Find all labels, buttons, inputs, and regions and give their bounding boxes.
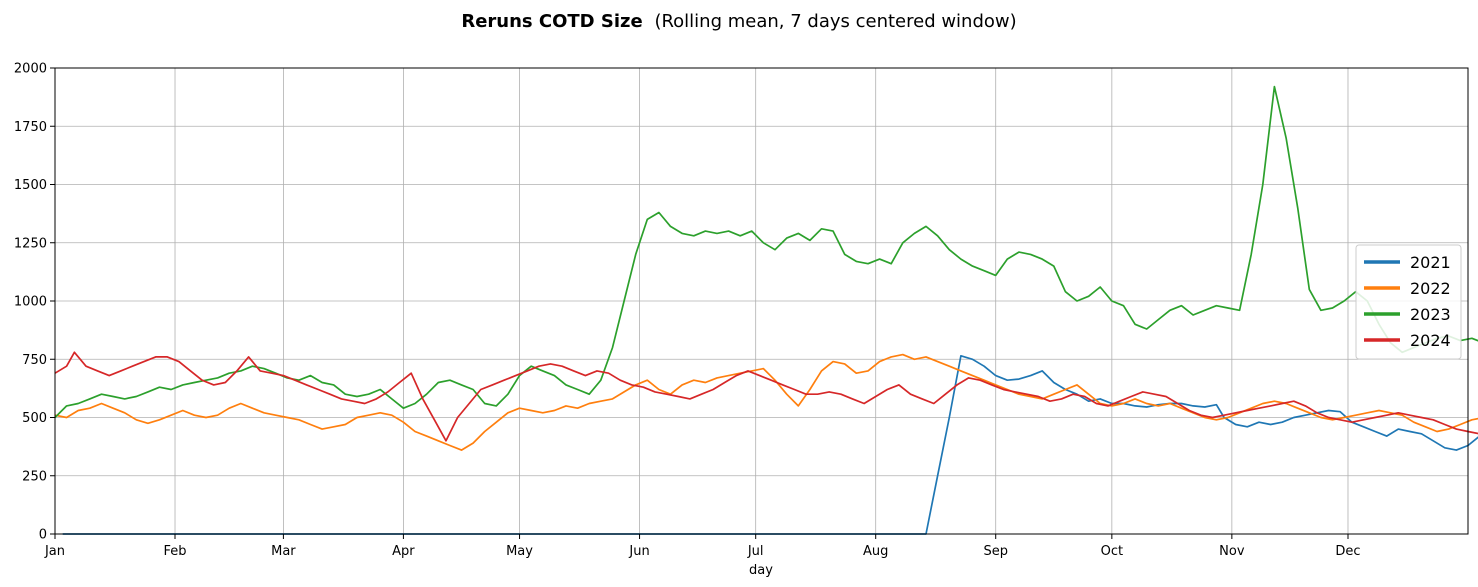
gridlines — [54, 67, 1468, 535]
x-axis-label: day — [749, 563, 773, 578]
chart-title-main: Reruns COTD Size — [461, 11, 642, 32]
x-tick-label: Jun — [628, 544, 649, 559]
legend-box — [1355, 244, 1462, 360]
x-axis-ticks: Jan Feb Mar Apr May Jun Jul Aug Sep Oct Nov Dec — [44, 534, 1361, 559]
x-tick-label: Nov — [1219, 544, 1245, 559]
x-tick-label: May — [506, 544, 533, 559]
chart-title: Reruns COTD Size (Rolling mean, 7 days c… — [461, 11, 1016, 32]
series-line-2024 — [54, 351, 1478, 442]
y-tick-label: 750 — [22, 353, 47, 368]
legend: 2021 2022 2023 2024 — [1355, 244, 1462, 360]
y-tick-label: 1000 — [14, 295, 47, 310]
y-tick-label: 2000 — [14, 62, 47, 77]
y-axis-ticks: 0 250 500 750 1000 1250 1500 1750 2000 — [14, 62, 55, 543]
series-line-2021 — [62, 354, 1478, 535]
y-tick-label: 500 — [22, 411, 47, 426]
x-tick-label: Aug — [863, 544, 888, 559]
y-tick-label: 1250 — [14, 236, 47, 251]
x-tick-label: Dec — [1335, 544, 1360, 559]
x-tick-label: Oct — [1101, 544, 1123, 559]
x-tick-label: Apr — [392, 544, 415, 559]
x-tick-label: Mar — [271, 544, 296, 559]
y-tick-label: 0 — [39, 528, 47, 543]
legend-label-2022: 2022 — [1410, 279, 1451, 298]
y-tick-label: 1750 — [14, 120, 47, 135]
legend-label-2021: 2021 — [1410, 253, 1451, 272]
chart-title-subtitle: (Rolling mean, 7 days centered window) — [654, 11, 1016, 32]
legend-label-2023: 2023 — [1410, 305, 1451, 324]
series-lines — [54, 85, 1478, 535]
x-tick-label: Jul — [747, 544, 764, 559]
x-tick-label: Feb — [163, 544, 186, 559]
x-tick-label: Jan — [44, 544, 65, 559]
y-tick-label: 250 — [22, 469, 47, 484]
series-line-2022 — [54, 353, 1478, 451]
legend-label-2024: 2024 — [1410, 331, 1451, 350]
x-tick-label: Sep — [983, 544, 1008, 559]
series-line-2023 — [54, 85, 1478, 419]
y-tick-label: 1500 — [14, 178, 47, 193]
